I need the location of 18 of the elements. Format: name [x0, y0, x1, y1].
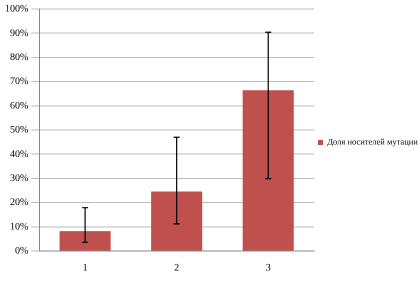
y-tick-label: 30% — [10, 173, 28, 184]
bar — [151, 191, 202, 250]
y-tick-label: 10% — [10, 221, 28, 232]
y-tick-label: 80% — [10, 52, 28, 64]
bar — [60, 231, 111, 250]
x-tick-label: 3 — [266, 262, 271, 274]
y-tick-label: 60% — [10, 100, 28, 112]
y-tick-label: 40% — [10, 148, 28, 160]
x-tick-label: 2 — [174, 262, 180, 274]
y-tick-label: 70% — [10, 76, 28, 88]
x-tick-label: 1 — [82, 262, 88, 274]
y-tick-label: 50% — [10, 124, 28, 136]
y-tick-label: 100% — [4, 4, 28, 15]
y-tick-label: 90% — [10, 28, 28, 39]
bar — [242, 90, 294, 250]
y-tick-label: 20% — [10, 197, 28, 208]
legend-label: Доля носителей мутации — [327, 136, 418, 147]
y-tick-label: 0% — [14, 246, 28, 257]
